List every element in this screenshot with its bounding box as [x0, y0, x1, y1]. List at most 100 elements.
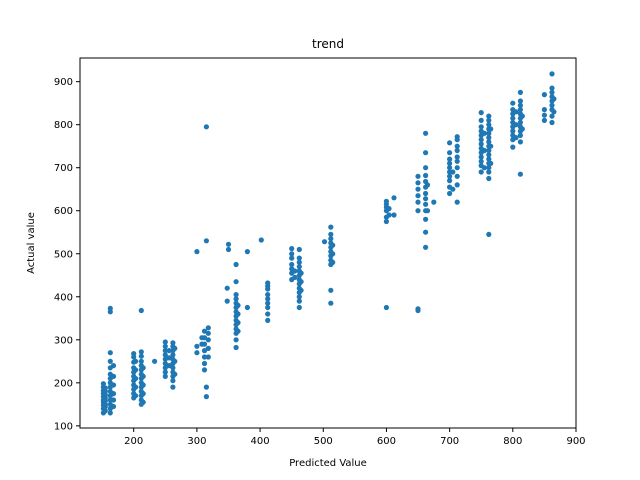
data-point: [133, 358, 139, 364]
data-point: [233, 296, 239, 302]
data-point: [298, 279, 304, 285]
data-point: [107, 410, 113, 416]
data-point: [454, 154, 460, 160]
data-point: [289, 261, 295, 268]
data-point: [102, 385, 108, 391]
data-point: [478, 154, 484, 160]
data-point: [296, 264, 302, 270]
data-point: [549, 119, 555, 126]
x-tick-label: 200: [124, 436, 143, 447]
data-point: [328, 224, 334, 230]
data-point: [107, 350, 113, 356]
data-point: [486, 165, 492, 171]
data-point: [447, 160, 453, 166]
x-axis-label: Predicted Value: [289, 458, 367, 469]
data-point: [203, 238, 209, 244]
data-point: [194, 350, 200, 356]
data-point: [486, 117, 492, 123]
data-point: [170, 352, 176, 358]
data-point: [110, 373, 117, 379]
data-point: [454, 147, 460, 154]
data-point: [486, 113, 492, 119]
data-point: [102, 408, 108, 414]
data-point: [447, 178, 453, 184]
data-point: [162, 339, 168, 345]
data-point: [391, 195, 397, 201]
data-point: [162, 352, 168, 358]
data-point: [454, 182, 460, 188]
data-point: [423, 130, 429, 136]
data-point: [423, 229, 429, 235]
data-point: [133, 367, 139, 373]
data-point: [140, 382, 146, 388]
data-point: [478, 137, 484, 143]
data-point: [450, 169, 456, 175]
x-tick-label: 900: [566, 436, 585, 447]
data-point: [162, 343, 168, 349]
data-point: [298, 287, 304, 293]
data-point: [170, 378, 176, 384]
data-point: [292, 268, 298, 274]
scatter-points: [100, 71, 557, 416]
data-point: [415, 180, 421, 186]
data-point: [541, 92, 548, 98]
data-point: [510, 115, 516, 121]
data-point: [140, 399, 146, 405]
data-point: [383, 304, 389, 311]
data-point: [244, 249, 250, 255]
data-point: [172, 345, 178, 351]
data-point: [478, 158, 484, 164]
data-point: [486, 156, 492, 162]
data-point: [296, 304, 302, 311]
data-point: [423, 196, 429, 202]
data-point: [478, 141, 484, 147]
chart-title: trend: [312, 37, 344, 51]
data-point: [166, 363, 172, 369]
data-point: [478, 117, 484, 123]
data-point: [517, 98, 524, 104]
data-point: [517, 171, 524, 177]
data-point: [478, 169, 484, 175]
data-point: [330, 251, 336, 257]
data-point: [296, 294, 302, 300]
data-point: [423, 172, 429, 179]
data-point: [133, 375, 139, 382]
data-point: [265, 300, 271, 306]
data-point: [170, 384, 176, 390]
data-point: [138, 307, 144, 314]
data-point: [140, 365, 146, 371]
data-point: [201, 328, 208, 334]
y-tick-label: 700: [54, 163, 73, 174]
data-point: [110, 403, 117, 410]
data-point: [265, 317, 271, 323]
data-point: [481, 165, 487, 171]
x-tick-label: 800: [503, 436, 522, 447]
data-point: [488, 160, 494, 166]
data-point: [415, 199, 421, 205]
data-point: [423, 216, 429, 222]
data-point: [454, 173, 460, 179]
data-point: [423, 165, 429, 171]
data-point: [513, 135, 519, 141]
data-point: [133, 393, 139, 399]
data-point: [233, 337, 239, 343]
data-point: [541, 117, 548, 123]
data-point: [225, 241, 232, 247]
data-point: [138, 349, 144, 355]
data-point: [233, 292, 239, 298]
data-point: [450, 186, 456, 192]
y-tick-label: 400: [54, 292, 73, 303]
data-point: [510, 100, 516, 106]
data-point: [258, 237, 264, 243]
data-point: [205, 330, 211, 336]
data-point: [170, 340, 176, 346]
data-point: [486, 135, 492, 141]
data-point: [328, 300, 334, 306]
data-point: [140, 373, 146, 379]
data-point: [265, 304, 271, 311]
data-point: [162, 360, 168, 367]
data-point: [549, 89, 555, 95]
data-point: [447, 173, 453, 179]
data-point: [296, 298, 302, 304]
data-point: [203, 384, 209, 390]
